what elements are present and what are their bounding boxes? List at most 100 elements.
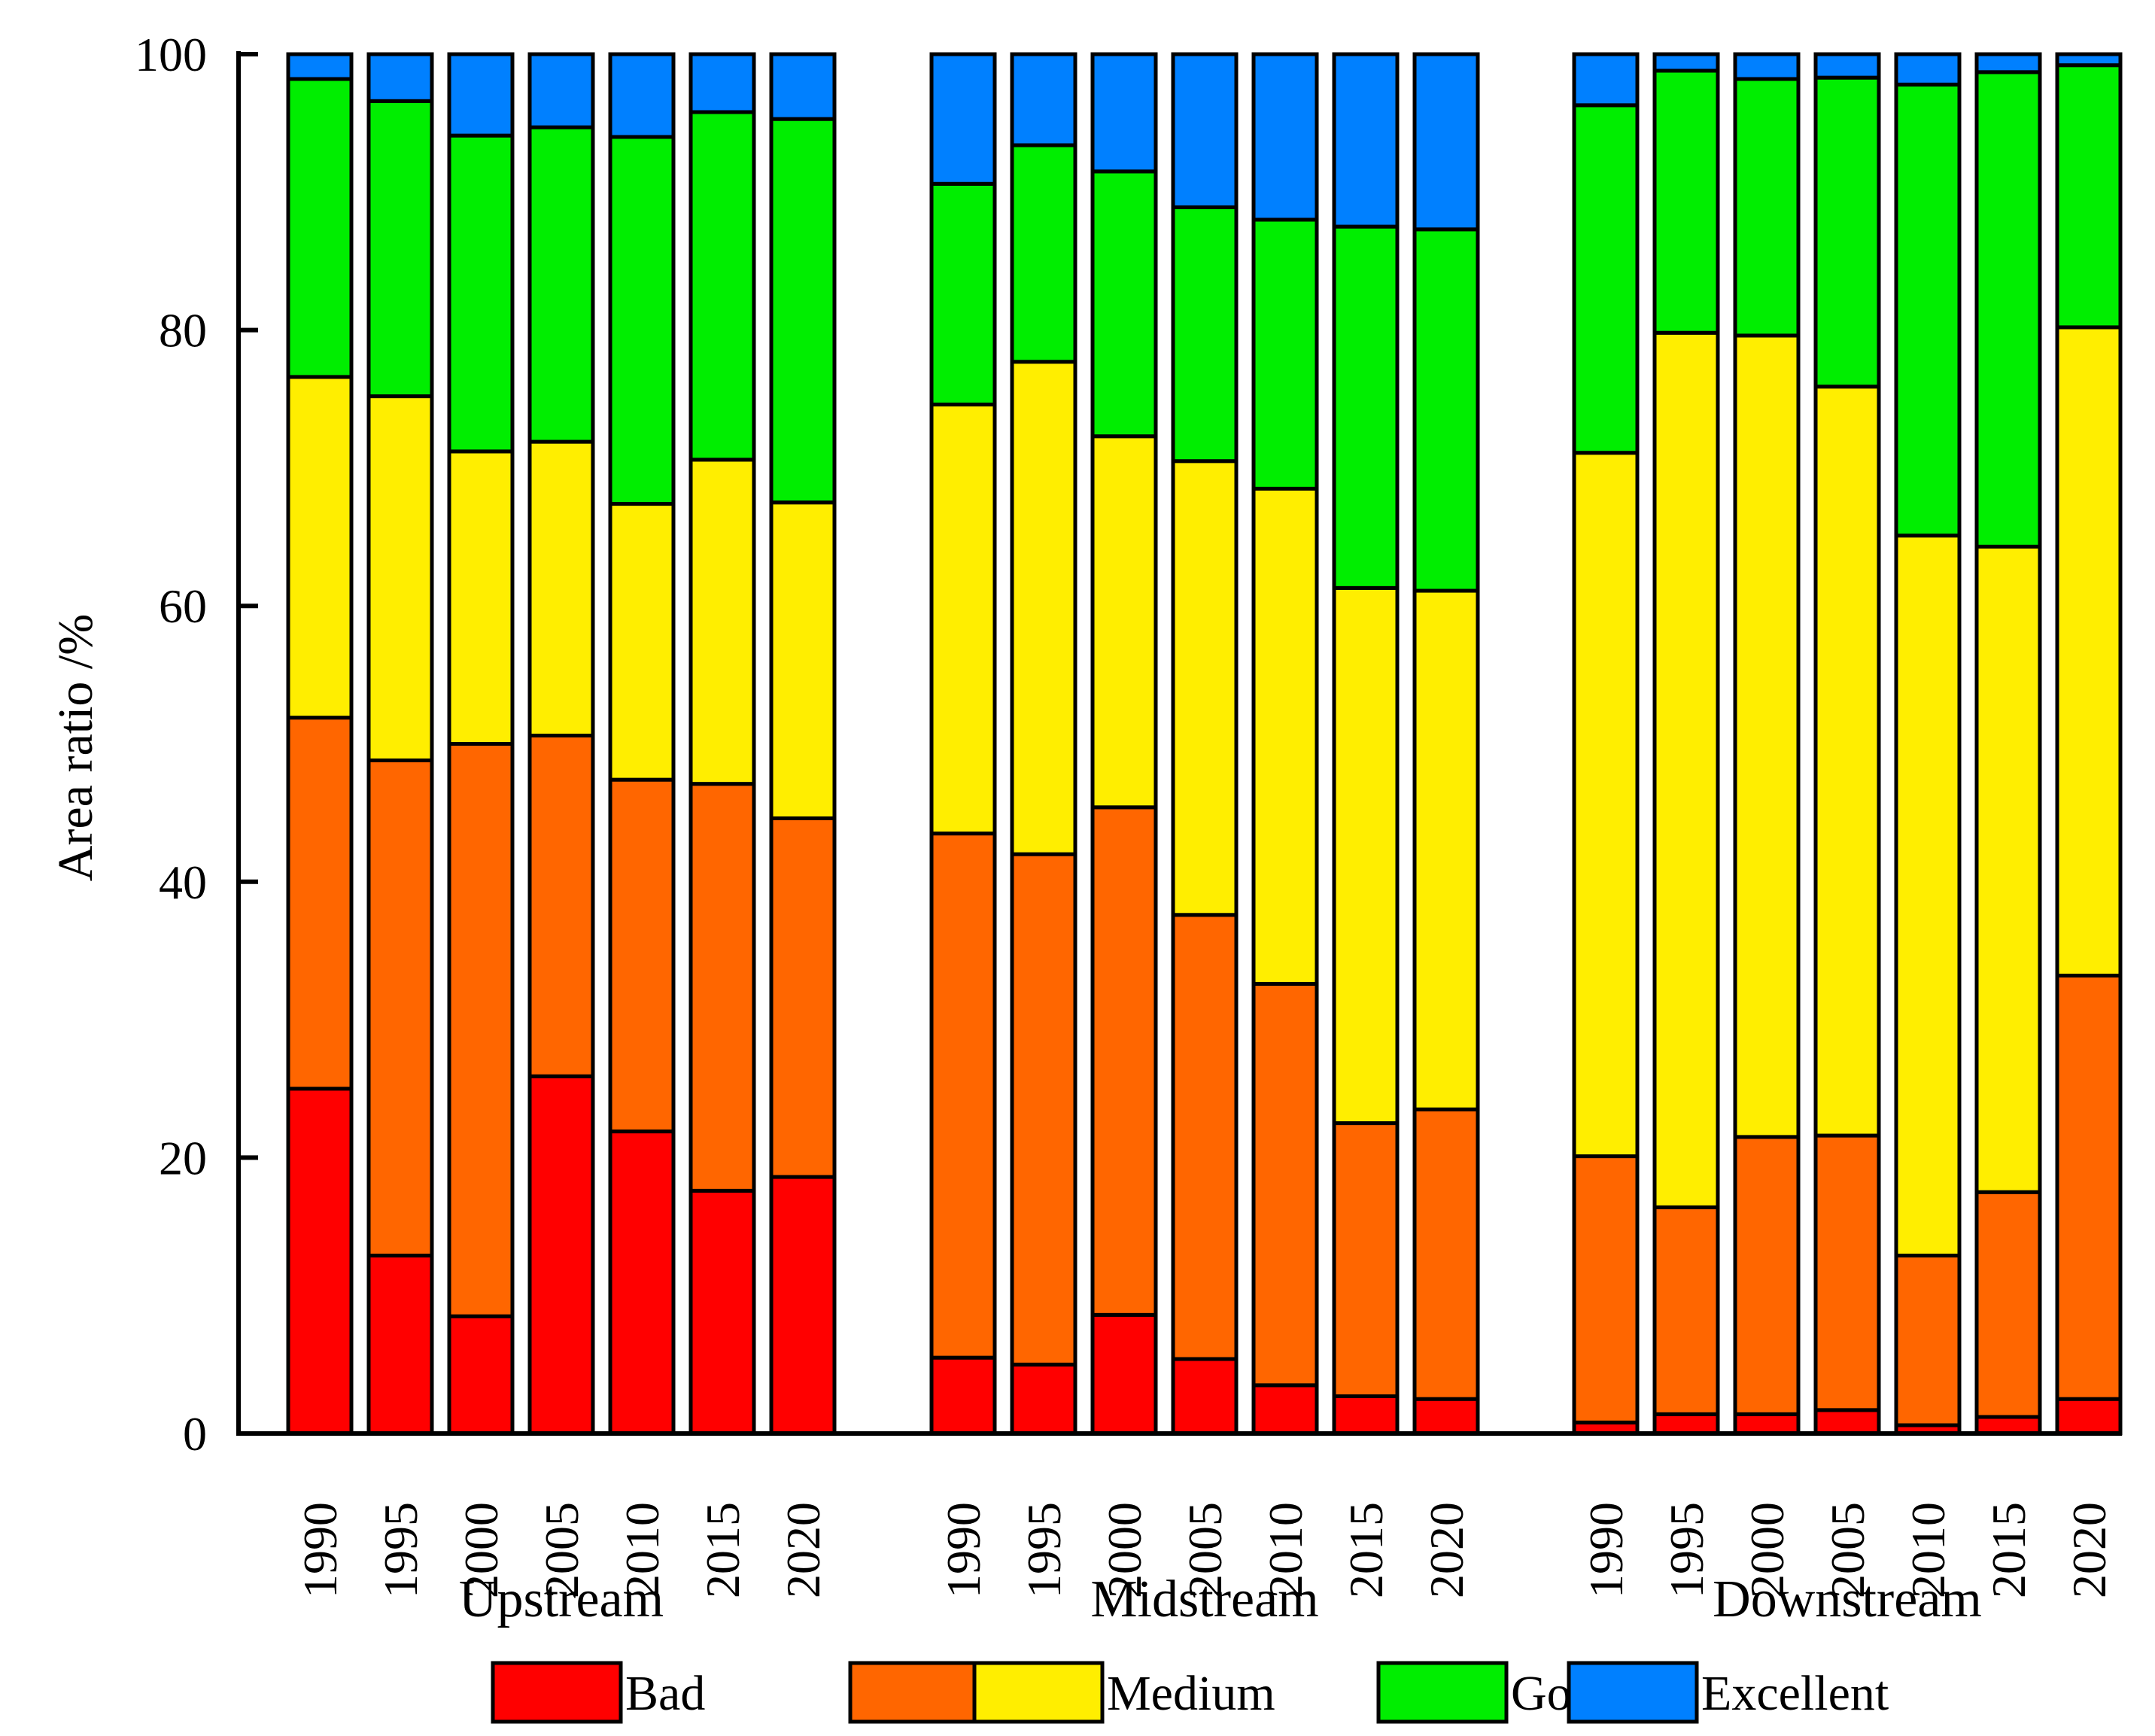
bar-segment-downstream-2015-bad	[1974, 1415, 2042, 1436]
bar-segment-downstream-2010-medium	[1894, 534, 1962, 1258]
bar-segment-midstream-1995-bad	[1010, 1362, 1078, 1436]
x-tick-label-upstream-2000: 2000	[454, 1502, 508, 1598]
y-tick-label-20: 20	[159, 1131, 207, 1184]
bar-segment-midstream-2000-medium	[1090, 434, 1158, 810]
bar-segment-upstream-2020-excellent	[769, 52, 837, 121]
bar-segment-downstream-2020-bad	[2055, 1397, 2123, 1436]
x-tick-label-midstream-2015: 2015	[1339, 1502, 1393, 1598]
bar-segment-midstream-2020-poor	[1412, 1107, 1480, 1401]
bar-segment-downstream-2005-excellent	[1813, 52, 1881, 80]
legend-swatch-bad	[491, 1661, 623, 1724]
bar-segment-midstream-2015-medium	[1332, 585, 1400, 1126]
bar-segment-downstream-1995-good	[1652, 68, 1720, 335]
bar-segment-upstream-2005-bad	[527, 1074, 595, 1436]
x-tick-label-downstream-2010: 2010	[1901, 1502, 1955, 1598]
x-tick-label-downstream-1990: 1990	[1579, 1502, 1633, 1598]
bar-segment-downstream-2000-bad	[1733, 1412, 1801, 1436]
bar-segment-midstream-2010-bad	[1251, 1383, 1319, 1436]
bar-segment-upstream-2010-bad	[608, 1129, 676, 1436]
x-tick-label-downstream-2000: 2000	[1740, 1502, 1794, 1598]
bar-segment-upstream-2020-good	[769, 117, 837, 505]
legend-swatch-good	[1376, 1661, 1509, 1724]
bar-segment-downstream-2000-good	[1733, 77, 1801, 338]
bar-segment-upstream-1995-poor	[366, 758, 434, 1258]
bar-segment-midstream-2020-bad	[1412, 1397, 1480, 1436]
bar-segment-midstream-2005-poor	[1171, 913, 1239, 1361]
legend-swatch-medium	[972, 1661, 1105, 1724]
bar-segment-upstream-2010-medium	[608, 502, 676, 782]
bar-segment-downstream-2005-medium	[1813, 385, 1881, 1138]
y-tick-label-0: 0	[183, 1407, 207, 1461]
bar-segment-downstream-2005-bad	[1813, 1408, 1881, 1436]
x-tick-label-upstream-1990: 1990	[293, 1502, 347, 1598]
bar-segment-downstream-2020-poor	[2055, 973, 2123, 1401]
bar-segment-downstream-2010-good	[1894, 82, 1962, 538]
bar-segment-downstream-2015-excellent	[1974, 52, 2042, 74]
bar-segment-downstream-2000-poor	[1733, 1135, 1801, 1416]
bar-segment-downstream-2020-excellent	[2055, 52, 2123, 68]
bar-segment-upstream-2020-medium	[769, 500, 837, 820]
labels-layer: 1990 1995 2000 2005 2010 2015 2020 Upstream 1990…	[48, 28, 2116, 1628]
bar-segment-downstream-1995-poor	[1652, 1205, 1720, 1416]
y-tick-label-40: 40	[159, 856, 207, 909]
bar-segment-midstream-2005-good	[1171, 205, 1239, 464]
bar-segment-downstream-1990-poor	[1572, 1154, 1640, 1424]
bar-segment-downstream-2005-poor	[1813, 1133, 1881, 1412]
x-tick-label-upstream-2020: 2020	[777, 1502, 830, 1598]
x-tick-label-midstream-1990: 1990	[937, 1502, 990, 1598]
bar-segment-upstream-1995-excellent	[366, 52, 434, 103]
bar-segment-downstream-2015-good	[1974, 70, 2042, 549]
bar-segment-midstream-2015-poor	[1332, 1121, 1400, 1399]
y-tick-label-60: 60	[159, 579, 207, 633]
bar-segment-midstream-2010-medium	[1251, 486, 1319, 986]
legend-swatch-poor	[848, 1661, 980, 1724]
bar-segment-upstream-2015-medium	[688, 458, 756, 786]
bar-segment-downstream-2020-good	[2055, 63, 2123, 330]
bar-segment-upstream-2010-good	[608, 135, 676, 506]
bar-segment-downstream-2015-poor	[1974, 1190, 2042, 1419]
bar-segment-upstream-2015-poor	[688, 782, 756, 1193]
bar-segment-midstream-1990-bad	[929, 1355, 997, 1436]
bars-layer	[286, 52, 2123, 1436]
bar-segment-upstream-2000-medium	[447, 449, 515, 746]
x-tick-label-midstream-2010: 2010	[1259, 1502, 1312, 1598]
bar-segment-upstream-2010-excellent	[608, 52, 676, 139]
bar-segment-midstream-2005-excellent	[1171, 52, 1239, 209]
bar-segment-upstream-1995-good	[366, 99, 434, 399]
bar-segment-upstream-2005-poor	[527, 734, 595, 1078]
bar-segment-midstream-2000-poor	[1090, 805, 1158, 1317]
bar-segment-midstream-2015-good	[1332, 224, 1400, 590]
bar-segment-upstream-2005-excellent	[527, 52, 595, 129]
legend: BadPoorMediumGoodExcellent	[491, 1661, 1889, 1724]
group-label-upstream: Upstream	[459, 1570, 664, 1628]
bar-segment-downstream-2015-medium	[1974, 544, 2042, 1194]
bar-segment-downstream-1990-medium	[1572, 451, 1640, 1159]
bar-segment-upstream-2020-bad	[769, 1175, 837, 1436]
bar-segment-midstream-1995-medium	[1010, 360, 1078, 856]
legend-label-medium: Medium	[1107, 1666, 1275, 1721]
x-tick-label-upstream-2010: 2010	[615, 1502, 669, 1598]
bar-segment-midstream-2020-good	[1412, 227, 1480, 593]
bar-segment-upstream-2005-good	[527, 125, 595, 444]
bar-segment-midstream-1990-medium	[929, 403, 997, 836]
bar-segment-midstream-2000-good	[1090, 169, 1158, 439]
x-tick-label-upstream-1995: 1995	[374, 1502, 427, 1598]
bar-segment-downstream-2005-good	[1813, 75, 1881, 389]
y-axis-title: Area ratio /%	[48, 614, 103, 882]
bar-segment-upstream-1990-medium	[286, 375, 354, 720]
bar-segment-midstream-2005-bad	[1171, 1357, 1239, 1436]
bar-segment-upstream-1995-bad	[366, 1254, 434, 1436]
bar-segment-downstream-2000-excellent	[1733, 52, 1801, 81]
axes-layer	[236, 51, 2122, 1436]
bar-segment-midstream-2020-medium	[1412, 588, 1480, 1111]
bar-segment-upstream-1990-excellent	[286, 52, 354, 81]
bar-segment-midstream-1995-good	[1010, 143, 1078, 364]
bar-segment-downstream-1995-bad	[1652, 1412, 1720, 1436]
bar-segment-downstream-2000-medium	[1733, 333, 1801, 1139]
bar-segment-midstream-2010-poor	[1251, 981, 1319, 1388]
group-label-downstream: Downstream	[1713, 1570, 1982, 1628]
bar-segment-upstream-2000-bad	[447, 1314, 515, 1436]
legend-label-excellent: Excellent	[1701, 1666, 1889, 1721]
